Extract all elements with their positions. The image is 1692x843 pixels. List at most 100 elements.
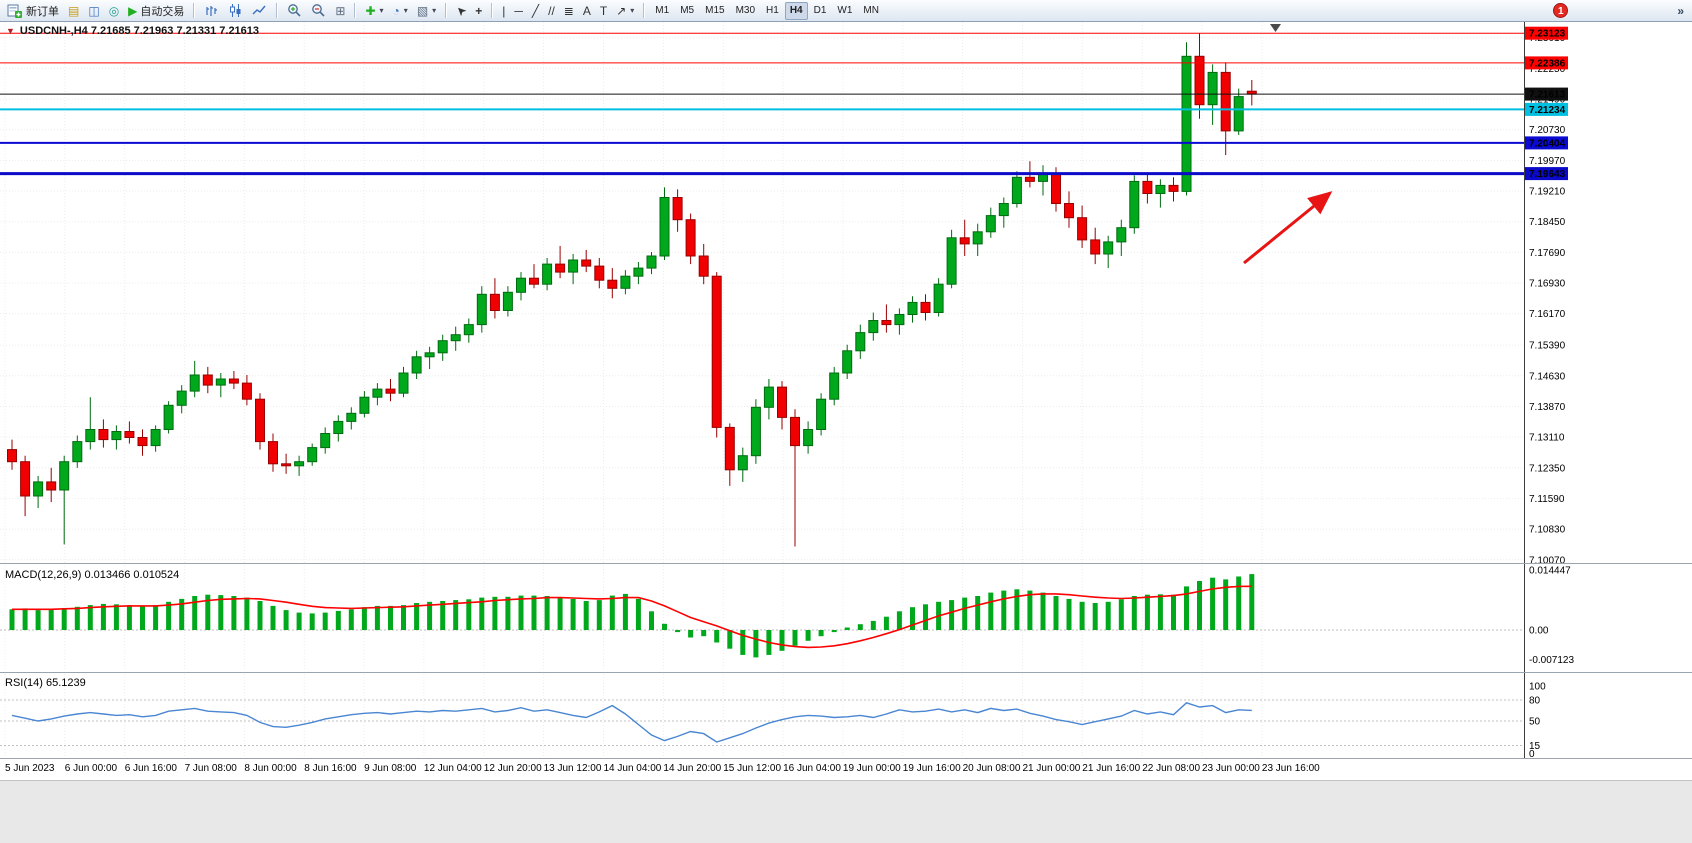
chevron-down-icon: ▾ xyxy=(403,6,408,15)
bottom-empty-area xyxy=(0,780,1692,843)
channel-tool-button[interactable]: // xyxy=(544,1,559,20)
svg-text:6 Jun 00:00: 6 Jun 00:00 xyxy=(65,763,118,774)
zoom-out-button[interactable] xyxy=(307,1,330,20)
time-axis: 5 Jun 2023 6 Jun 00:00 6 Jun 16:00 7 Jun 08… xyxy=(5,763,1320,774)
periods-button[interactable]: ◔ ▾ xyxy=(389,1,412,20)
svg-text:7.21613: 7.21613 xyxy=(1529,90,1566,101)
svg-text:7.19643: 7.19643 xyxy=(1529,169,1566,180)
rsi-panel: 100 80 50 150 RSI(14) 65.1239 xyxy=(0,677,1546,760)
toolbar-separator xyxy=(276,3,279,18)
cursor-tool-button[interactable]: ➤ xyxy=(452,1,470,20)
market-watch-icon: ▤ xyxy=(68,3,80,18)
svg-text:7.13870: 7.13870 xyxy=(1529,402,1566,413)
cursor-icon: ➤ xyxy=(452,1,470,20)
templates-button[interactable]: ▧ ▾ xyxy=(413,1,440,20)
svg-text:7.20730: 7.20730 xyxy=(1529,125,1566,136)
toolbar-separator xyxy=(491,3,494,18)
svg-text:23 Jun 00:00: 23 Jun 00:00 xyxy=(1202,763,1260,774)
crosshair-tool-button[interactable]: + xyxy=(471,1,486,20)
svg-text:21 Jun 16:00: 21 Jun 16:00 xyxy=(1082,763,1140,774)
label-tool-button[interactable]: T xyxy=(596,1,611,20)
candles-layer xyxy=(7,33,1257,547)
chevron-down-icon: ▾ xyxy=(630,6,635,15)
svg-text:7.13110: 7.13110 xyxy=(1529,433,1565,444)
svg-text:15 Jun 12:00: 15 Jun 12:00 xyxy=(723,763,781,774)
svg-text:0.014447: 0.014447 xyxy=(1529,566,1571,577)
data-window-icon: ◫ xyxy=(88,3,100,18)
svg-text:7 Jun 08:00: 7 Jun 08:00 xyxy=(185,763,238,774)
svg-text:-0.007123: -0.007123 xyxy=(1529,655,1574,666)
timeframe-m15-button[interactable]: M15 xyxy=(700,2,729,20)
svg-text:7.23123: 7.23123 xyxy=(1529,29,1566,40)
main-toolbar: 新订单 ▤ ◫ ◎ ▶ 自动交易 xyxy=(0,0,1692,22)
timeframe-h4-button[interactable]: H4 xyxy=(784,1,808,20)
fibonacci-tool-button[interactable]: ≣ xyxy=(560,1,578,20)
chart-shift-marker[interactable] xyxy=(1270,24,1281,32)
vertical-line-tool-button[interactable]: | xyxy=(498,1,509,20)
svg-text:14 Jun 20:00: 14 Jun 20:00 xyxy=(663,763,721,774)
trendline-tool-button[interactable]: ╱ xyxy=(528,1,543,20)
new-order-icon xyxy=(7,4,22,18)
notification-badge[interactable]: 1 xyxy=(1553,3,1569,18)
timeframe-m5-button[interactable]: M5 xyxy=(675,2,699,20)
trend-arrow-annotation[interactable] xyxy=(1243,191,1333,265)
zoom-in-icon xyxy=(288,4,301,17)
zoom-in-button[interactable] xyxy=(283,1,306,20)
toolbar-separator xyxy=(643,3,646,18)
new-order-button[interactable]: 新订单 xyxy=(3,1,63,20)
svg-text:16 Jun 04:00: 16 Jun 04:00 xyxy=(783,763,841,774)
bar-chart-icon xyxy=(206,6,218,16)
candlestick-icon xyxy=(230,4,241,17)
timeframe-m1-button[interactable]: M1 xyxy=(650,2,674,20)
new-order-label: 新订单 xyxy=(26,5,59,18)
navigator-button[interactable]: ◎ xyxy=(105,1,123,20)
market-watch-button[interactable]: ▤ xyxy=(64,1,83,20)
bar-chart-mode-button[interactable] xyxy=(200,1,223,20)
toolbar-separator xyxy=(354,3,357,18)
timeframe-m30-button[interactable]: M30 xyxy=(731,2,760,20)
arrows-tool-button[interactable]: ↗ ▾ xyxy=(612,1,638,20)
svg-text:19 Jun 00:00: 19 Jun 00:00 xyxy=(843,763,901,774)
indicators-icon: ✚ xyxy=(365,3,376,18)
svg-text:8 Jun 16:00: 8 Jun 16:00 xyxy=(304,763,357,774)
timeframe-w1-button[interactable]: W1 xyxy=(832,2,857,20)
equidistant-channel-icon: // xyxy=(548,3,555,18)
auto-trading-label: 自动交易 xyxy=(140,5,185,18)
horizontal-line-icon: ─ xyxy=(514,3,523,18)
chevron-down-icon: ▾ xyxy=(379,6,384,15)
timeframe-mn-button[interactable]: MN xyxy=(858,2,884,20)
navigator-icon: ◎ xyxy=(108,3,120,18)
periods-clock-icon: ◔ xyxy=(392,3,400,18)
text-tool-button[interactable]: A xyxy=(579,1,595,20)
one-click-trading-icon[interactable]: ▼ xyxy=(6,26,15,36)
auto-trading-button[interactable]: ▶ 自动交易 xyxy=(124,1,188,20)
svg-text:6 Jun 16:00: 6 Jun 16:00 xyxy=(125,763,178,774)
horizontal-line-tool-button[interactable]: ─ xyxy=(510,1,527,20)
svg-text:50: 50 xyxy=(1529,717,1541,728)
svg-text:7.10830: 7.10830 xyxy=(1529,525,1566,536)
toolbar-overflow-icon[interactable]: » xyxy=(1677,3,1684,18)
crosshair-icon: + xyxy=(475,3,483,18)
svg-text:0.00: 0.00 xyxy=(1529,626,1549,637)
price-badges: 7.23123 7.22386 7.21613 7.21234 7.20404 7.196… xyxy=(1525,26,1568,181)
trendline-icon: ╱ xyxy=(531,3,540,18)
data-window-button[interactable]: ◫ xyxy=(84,1,103,20)
svg-text:19 Jun 16:00: 19 Jun 16:00 xyxy=(903,763,961,774)
indicators-button[interactable]: ✚ ▾ xyxy=(361,1,387,20)
line-chart-mode-button[interactable] xyxy=(248,1,271,20)
svg-text:7.17690: 7.17690 xyxy=(1529,248,1566,259)
svg-text:7.22386: 7.22386 xyxy=(1529,58,1566,69)
macd-panel: 0.014447 0.00 -0.007123 MACD(12,26,9) 0.013… xyxy=(0,566,1574,666)
timeframe-d1-button[interactable]: D1 xyxy=(809,2,832,20)
text-tool-icon: A xyxy=(582,3,591,18)
svg-text:15: 15 xyxy=(1529,741,1541,752)
candlestick-mode-button[interactable] xyxy=(224,1,247,20)
rsi-label: RSI(14) 65.1239 xyxy=(5,677,86,689)
tile-windows-icon: ⊞ xyxy=(335,3,346,18)
toolbar-separator xyxy=(193,3,196,18)
svg-text:7.18450: 7.18450 xyxy=(1529,217,1566,228)
timeframe-h1-button[interactable]: H1 xyxy=(761,2,784,20)
tile-windows-button[interactable]: ⊞ xyxy=(331,1,349,20)
svg-text:20 Jun 08:00: 20 Jun 08:00 xyxy=(963,763,1021,774)
